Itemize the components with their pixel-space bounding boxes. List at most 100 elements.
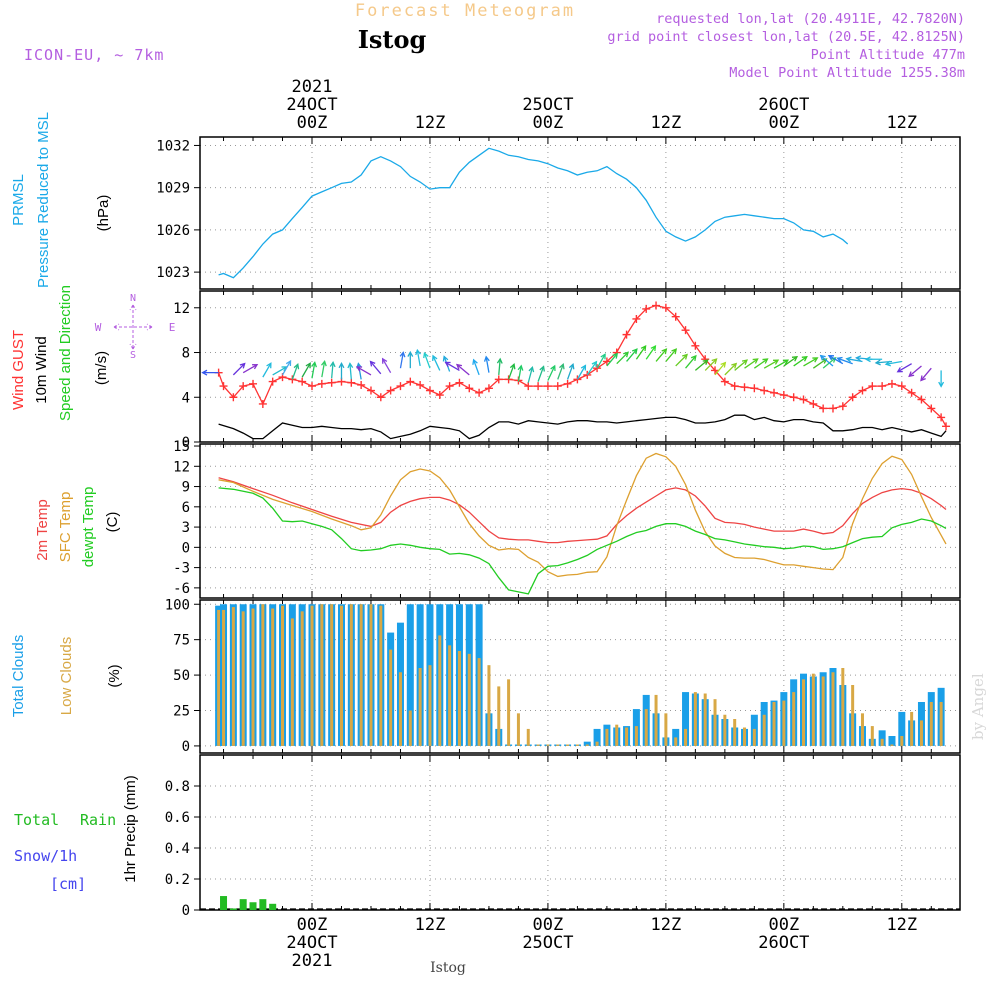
wind-gust-marker bbox=[760, 386, 769, 395]
wind-direction-arrow bbox=[586, 361, 597, 376]
pressure-ytick-label: 1029 bbox=[156, 181, 190, 197]
wind-direction-arrow bbox=[399, 352, 404, 369]
bottom-date-label: 26OCT bbox=[758, 933, 809, 953]
cloud-low-bar bbox=[438, 635, 442, 746]
wind-gust-marker bbox=[298, 377, 307, 386]
wind-gust-marker bbox=[730, 382, 739, 391]
wind-direction-arrowhead bbox=[623, 351, 630, 358]
wind-direction-arrow bbox=[685, 355, 697, 369]
wind-direction-arrowhead bbox=[711, 358, 718, 365]
cloud-total-bar bbox=[583, 741, 591, 746]
wind-direction-arrow bbox=[291, 364, 299, 380]
point-altitude: Point Altitude 477m bbox=[811, 47, 965, 63]
wind-direction-arrowhead bbox=[415, 348, 421, 356]
wind-direction-arrow bbox=[694, 359, 709, 371]
cloud-low-bar bbox=[684, 728, 688, 746]
bottom-date-label: 25OCT bbox=[522, 933, 573, 953]
wind-direction-arrowhead bbox=[381, 357, 388, 364]
wind-gust-marker bbox=[907, 388, 916, 397]
precip-ylabel: 1hr Precip (mm) bbox=[122, 775, 139, 883]
top-hour-label: 00Z bbox=[768, 113, 799, 133]
precip-ytick-label: 0.8 bbox=[165, 779, 190, 795]
cloud-total-bar bbox=[406, 604, 414, 746]
clouds-ytick-label: 25 bbox=[173, 704, 190, 720]
pressure-ytick-label: 1023 bbox=[156, 265, 190, 281]
cloud-low-bar bbox=[379, 605, 383, 746]
wind-direction-arrowhead bbox=[874, 359, 881, 366]
cloud-low-bar bbox=[733, 719, 737, 746]
wind-gust-marker bbox=[524, 382, 533, 391]
wind-direction-arrowhead bbox=[266, 362, 272, 369]
wind-gust-marker bbox=[219, 382, 228, 391]
forecast-label: Forecast Meteogram bbox=[355, 1, 575, 21]
wind-gust-label: Wind GUST bbox=[10, 330, 27, 410]
wind-ytick-label: 8 bbox=[182, 346, 190, 362]
wind-direction-arrowhead bbox=[631, 348, 638, 355]
wind-direction-arrowhead bbox=[855, 355, 862, 362]
top-date-label: 26OCT bbox=[758, 95, 809, 115]
compass-e-label: E bbox=[169, 321, 176, 334]
wind-direction-arrow bbox=[272, 366, 287, 376]
precip-rain-bar bbox=[229, 908, 237, 910]
cloud-low-bar bbox=[339, 605, 343, 746]
footer-location: Istog bbox=[430, 960, 466, 976]
wind-direction-arrowhead bbox=[884, 360, 891, 367]
wind-panel: 0 4 8 12 Wind GUST 10m Wind Speed and Directio… bbox=[10, 285, 961, 451]
wind-direction-arrow bbox=[445, 361, 460, 371]
wind-gust-marker bbox=[750, 384, 759, 393]
top-hour-label: 12Z bbox=[651, 113, 682, 133]
wind-direction-arrow bbox=[321, 361, 326, 378]
cloud-low-bar bbox=[231, 607, 235, 746]
wind-direction-arrowhead bbox=[399, 351, 406, 358]
wind-gust-marker bbox=[327, 378, 336, 387]
wind-direction-arrow bbox=[382, 358, 392, 373]
cloud-low-bar bbox=[743, 727, 747, 746]
wind-direction-arrowhead bbox=[496, 357, 503, 364]
wind-direction-arrow bbox=[262, 362, 272, 378]
pressure-series-line bbox=[218, 147, 849, 279]
wind-direction-arrow bbox=[537, 366, 545, 382]
wind-gust-marker bbox=[622, 330, 631, 339]
wind-direction-arrow bbox=[311, 362, 316, 379]
cloud-low-bar bbox=[762, 714, 766, 746]
wind-direction-arrow bbox=[232, 363, 246, 376]
wind-direction-arrow bbox=[812, 358, 827, 369]
precip-rain-bar bbox=[249, 902, 257, 910]
wind-gust-marker bbox=[917, 395, 926, 404]
wind-direction-arrowhead bbox=[938, 381, 945, 388]
top-hour-label: 00Z bbox=[533, 113, 564, 133]
wind-direction-arrow bbox=[606, 353, 618, 367]
cloud-low-bar bbox=[880, 738, 884, 746]
top-hour-label: 12Z bbox=[886, 113, 917, 133]
temp-sfc-label: SFC Temp bbox=[57, 492, 74, 563]
wind-gust-marker bbox=[942, 422, 951, 431]
precip-ytick-label: 0.2 bbox=[165, 872, 190, 888]
cloud-low-bar bbox=[408, 710, 412, 746]
wind-direction-arrowhead bbox=[821, 358, 828, 364]
temperature-ytick-label: 12 bbox=[173, 459, 190, 475]
cloud-low-bar bbox=[428, 665, 432, 746]
wind-direction-arrowhead bbox=[827, 355, 834, 361]
wind-gust-marker bbox=[504, 375, 513, 384]
wind-direction-arrow bbox=[744, 358, 758, 369]
wind-gust-marker bbox=[711, 366, 720, 375]
temp-unit-label: (C) bbox=[104, 512, 121, 533]
wind-gust-marker bbox=[937, 413, 946, 422]
wind-direction-arrow bbox=[356, 366, 372, 376]
wind-direction-arrowhead bbox=[442, 355, 449, 362]
temperature-ytick-label: 6 bbox=[182, 500, 190, 516]
wind-direction-arrowhead bbox=[239, 362, 246, 369]
cloud-low-bar bbox=[290, 618, 294, 746]
cloud-low-bar bbox=[939, 702, 943, 746]
clouds-frame bbox=[199, 599, 961, 754]
cloud-low-bar bbox=[634, 726, 638, 746]
wind-speed-line bbox=[218, 414, 947, 440]
wind-direction-arrow bbox=[507, 364, 515, 380]
wind-direction-arrow bbox=[704, 358, 717, 371]
cloud-low-bar bbox=[890, 744, 894, 746]
wind-direction-arrowhead bbox=[369, 360, 376, 367]
wind-gust-marker bbox=[720, 377, 729, 386]
wind-direction-arrow bbox=[370, 361, 382, 375]
wind-direction-arrow bbox=[357, 363, 362, 380]
